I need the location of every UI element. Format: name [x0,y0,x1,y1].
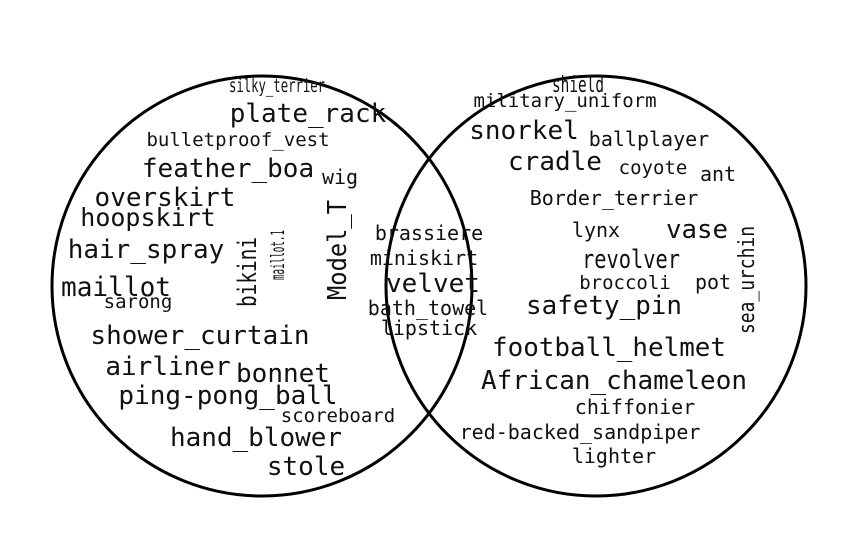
intersection-word: bath_towel [368,296,488,320]
left-word: hoopskirt [80,203,215,232]
left-word: ping-pong_ball [118,381,337,411]
left-word: wig [322,165,358,189]
left-set-circle [50,74,474,498]
left-word: airliner [105,352,230,382]
left-word: bulletproof_vest [146,129,329,151]
right-word: lighter [572,444,656,468]
left-word: bikini [233,237,263,307]
left-word: hair_spray [68,235,225,265]
left-word: plate_rack [230,99,387,129]
left-word: scoreboard [281,405,395,427]
right-word: lynx [572,218,620,242]
left-word: Model_T [323,200,353,300]
right-word: coyote [619,157,688,179]
right-word: ballplayer [589,127,709,151]
right-word: red-backed_sandpiper [460,420,701,444]
right-word: chiffonier [575,395,695,419]
left-word: hand_blower [170,423,342,453]
intersection-word: brassiere [375,221,483,245]
left-word: overskirt [95,183,236,213]
left-word: feather_boa [142,154,314,184]
right-word: football_helmet [492,333,726,363]
right-word: Border_terrier [530,186,699,210]
right-word: vase [666,215,728,245]
right-word: snorkel [469,116,579,146]
right-word: shield [552,73,604,98]
left-word: stole [267,452,345,482]
right-word: cradle [508,147,602,177]
intersection-word: velvet [386,269,480,299]
left-word: shower_curtain [90,321,309,351]
left-word: silky_terrier [229,75,325,97]
right-word: sea_urchin [735,226,760,334]
right-set-circle [384,74,808,498]
right-word: African_chameleon [481,366,747,396]
right-word: revolver [582,245,680,275]
intersection-word: miniskirt [370,246,478,270]
right-word: ant [700,162,736,186]
right-word: safety_pin [526,291,682,321]
left-word: maillot.1 [267,230,289,280]
right-word: military_uniform [473,90,656,112]
right-word: pot [695,270,731,294]
intersection-word: lipstick [381,316,477,340]
left-word: sarong [104,291,173,313]
left-word: maillot [61,272,171,303]
left-word: bonnet [236,359,330,389]
right-word: broccoli [579,272,671,294]
